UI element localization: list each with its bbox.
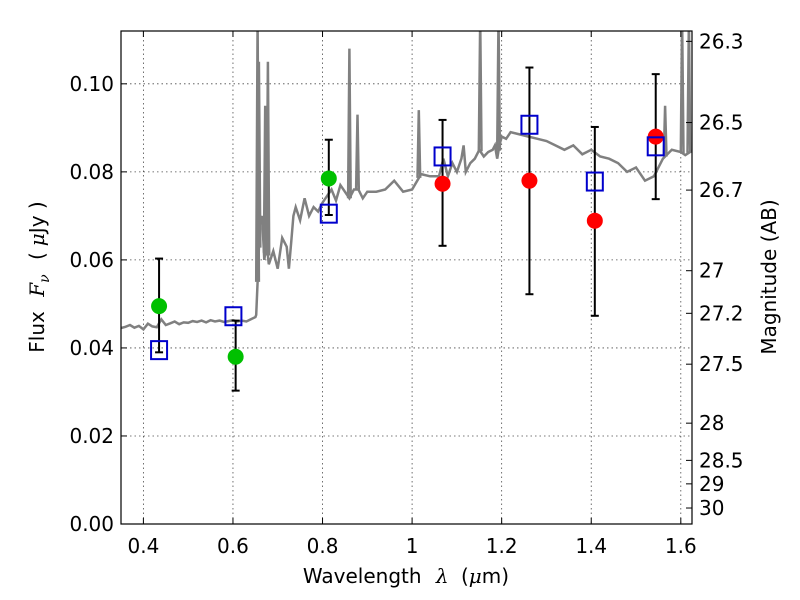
magnitude-tick-label: 30 <box>699 496 724 520</box>
magnitude-tick-label: 27.5 <box>699 352 744 376</box>
observed-point-green <box>151 298 168 315</box>
model-square <box>433 146 452 167</box>
magnitude-tick-label: 27 <box>699 259 724 283</box>
y-tick-label: 0.06 <box>69 248 114 272</box>
observed-points <box>151 128 664 365</box>
observed-point-red <box>434 175 451 192</box>
observed-point-green <box>320 170 337 187</box>
model-square <box>224 306 243 327</box>
x-tick-label: 0.8 <box>307 534 339 558</box>
y-tick-label: 0.10 <box>69 72 114 96</box>
y-tick-label: 0.08 <box>69 160 114 184</box>
error-bars <box>155 66 660 392</box>
emission-spike <box>346 48 352 199</box>
magnitude-tick-label: 28 <box>699 411 724 435</box>
spectrum-line <box>121 130 692 332</box>
plot-area <box>121 31 692 392</box>
model-square <box>520 114 539 135</box>
y-tick-label: 0.04 <box>69 336 114 360</box>
emission-spike <box>265 61 271 256</box>
y-tick-label: 0.02 <box>69 424 114 448</box>
x-axis-ticks: 0.4 0.6 0.8 1 1.2 1.4 1.6 <box>127 31 697 558</box>
model-square <box>585 171 604 192</box>
magnitude-tick-label: 26.3 <box>699 29 744 53</box>
emission-spike <box>679 31 685 154</box>
x-tick-label: 1 <box>406 534 419 558</box>
emission-spike <box>256 61 262 248</box>
x-tick-label: 0.6 <box>217 534 249 558</box>
x-tick-label: 1.6 <box>665 534 697 558</box>
emission-spike <box>686 31 692 153</box>
y-axis-label: Flux Fν (μJy ) <box>25 201 54 352</box>
observed-point-red <box>586 212 603 229</box>
observed-point-green <box>227 348 244 365</box>
model-square <box>319 203 338 224</box>
model-squares <box>150 114 665 361</box>
x-tick-label: 0.4 <box>127 534 159 558</box>
x-tick-label: 1.2 <box>486 534 518 558</box>
grid-lines <box>121 31 692 525</box>
observed-point-red <box>521 172 538 189</box>
magnitude-tick-label: 29 <box>699 472 724 496</box>
plot-frame <box>120 30 693 525</box>
model-square <box>646 136 665 157</box>
emission-spikes <box>254 31 692 282</box>
magnitude-tick-label: 27.2 <box>699 301 744 325</box>
emission-spike <box>354 114 361 190</box>
emission-spike <box>416 110 422 178</box>
y-axis-ticks: 0.00 0.02 0.04 0.06 0.08 0.10 <box>69 72 127 536</box>
emission-spike <box>477 31 483 152</box>
y-tick-label: 0.00 <box>69 512 114 536</box>
magnitude-tick-label: 28.5 <box>699 448 744 472</box>
model-square <box>150 340 169 361</box>
x-axis-label: Wavelength λ (μm) <box>303 564 509 588</box>
magnitude-axis-label: Magnitude (AB) <box>757 199 781 354</box>
emission-spike <box>495 31 502 151</box>
x-tick-label: 1.4 <box>575 534 607 558</box>
magnitude-tick-label: 26.7 <box>699 178 744 202</box>
magnitude-tick-label: 26.5 <box>699 111 744 135</box>
